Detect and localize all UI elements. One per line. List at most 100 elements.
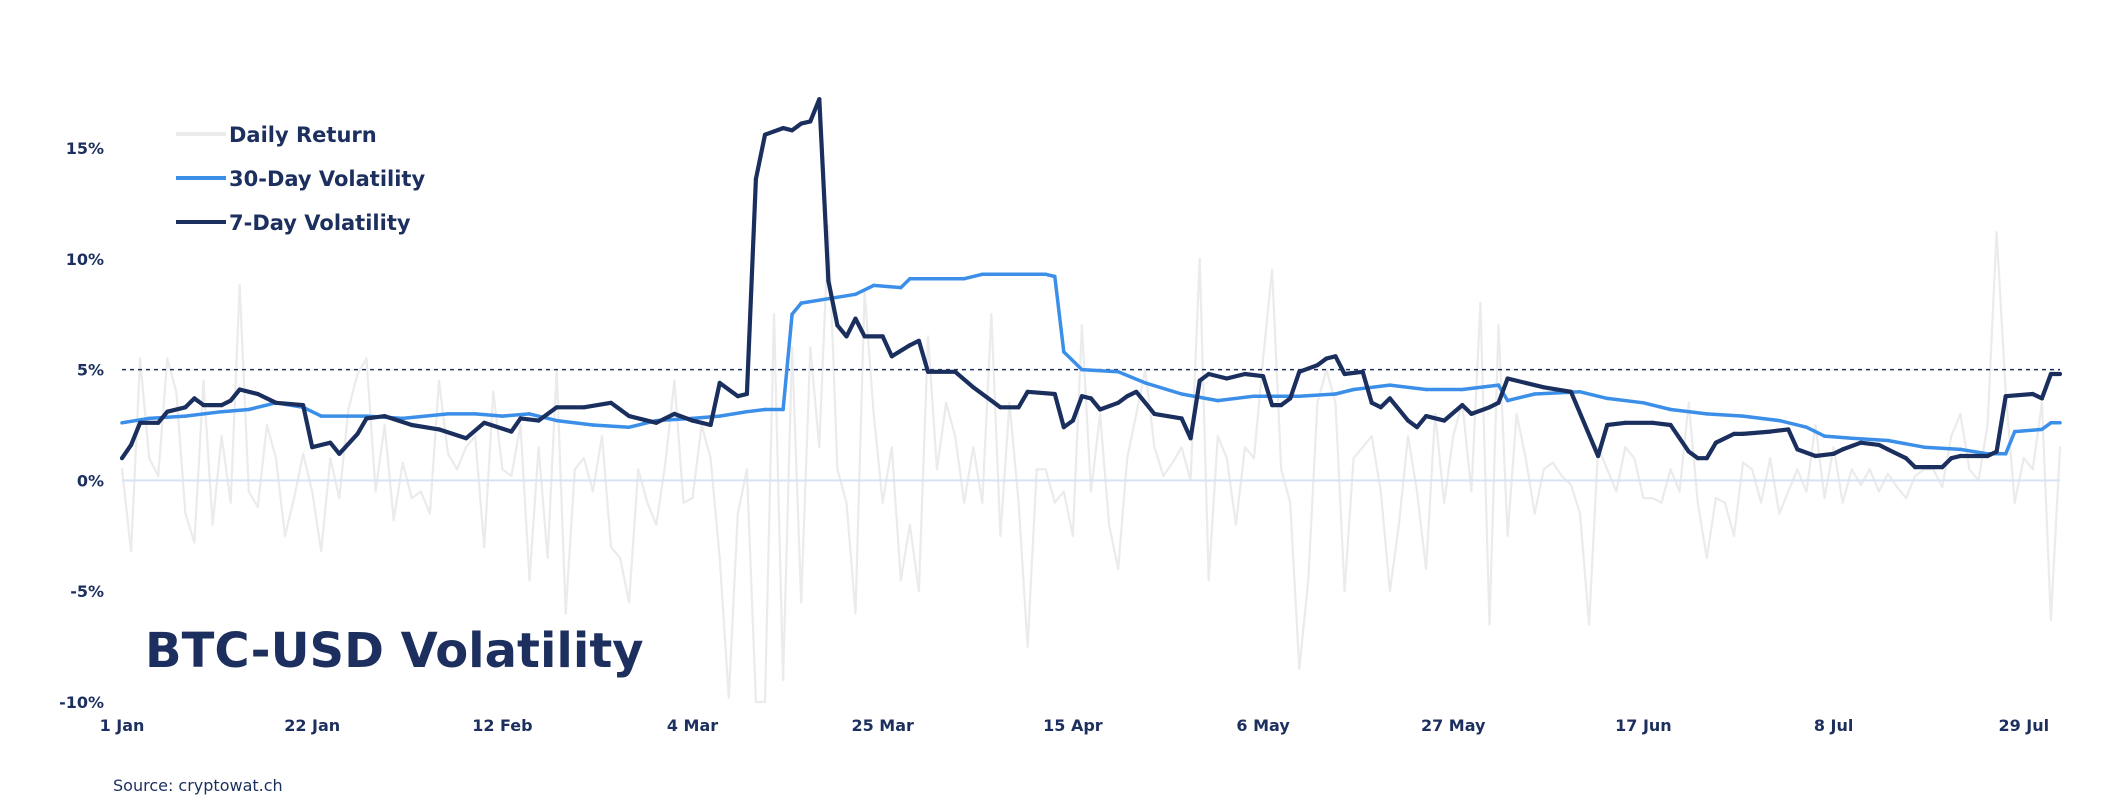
vol7-segment — [301, 403, 315, 450]
vol30-segment — [1080, 367, 1120, 374]
daily-return-segment — [1334, 401, 1346, 593]
daily-return-segment — [528, 446, 540, 582]
daily-return-segment — [772, 313, 785, 681]
daily-return-segment — [446, 452, 459, 471]
daily-return-segment — [519, 423, 531, 582]
daily-return-segment — [1904, 474, 1917, 500]
vol30-segment — [1958, 447, 1990, 456]
daily-return-segment — [1578, 512, 1591, 626]
daily-return-segment — [247, 490, 259, 509]
daily-return-segment — [854, 290, 866, 615]
vol7-segment — [1242, 371, 1266, 379]
vol7-segment — [1768, 427, 1791, 434]
daily-return-segment — [1805, 423, 1817, 493]
vol7-segment — [518, 416, 541, 423]
vol7-segment — [835, 323, 849, 339]
vol30-segment — [1578, 390, 1609, 401]
vol7-segment — [971, 385, 1003, 410]
vol30-segment — [1333, 387, 1356, 396]
daily-return-segment — [546, 368, 558, 560]
vol7-segment — [409, 422, 442, 432]
daily-return-segment — [1714, 497, 1727, 504]
daily-return-segment — [745, 468, 758, 704]
daily-return-segment — [1062, 490, 1075, 537]
daily-return-segment — [1352, 446, 1364, 460]
daily-return-segment — [1153, 446, 1165, 478]
daily-return-segment — [1723, 501, 1736, 537]
daily-return-segment — [1135, 368, 1147, 415]
daily-return-segment — [836, 468, 848, 504]
daily-return-segment — [148, 457, 160, 478]
vol7-segment — [1333, 354, 1347, 377]
daily-return-segment — [1506, 412, 1518, 537]
vol7-segment — [581, 400, 614, 410]
daily-return-segment — [2040, 401, 2052, 622]
vol30-segment — [1922, 445, 1963, 452]
daily-return-segment — [1660, 468, 1672, 504]
daily-return-segment — [1633, 457, 1645, 500]
legend-daily-return-label: Daily Return — [229, 123, 377, 147]
vol30-segment — [853, 283, 876, 297]
vol7-segment — [672, 411, 695, 423]
vol7-segment — [1088, 396, 1103, 412]
vol7-segment — [1152, 411, 1184, 421]
vol7-segment — [1423, 414, 1447, 423]
daily-return-segment — [130, 357, 142, 553]
vol7-segment — [1469, 405, 1492, 416]
vol30-segment — [1641, 401, 1673, 412]
vol7-segment — [228, 387, 242, 403]
daily-return-segment — [673, 379, 685, 504]
daily-return-segment — [863, 290, 875, 415]
source-note: Source: cryptowat.ch — [113, 776, 283, 795]
vol7-segment — [2003, 391, 2035, 399]
daily-return-segment — [1950, 412, 1962, 438]
vol7-segment — [844, 316, 858, 339]
daily-return-segment — [1986, 231, 1998, 427]
vol30-segment — [1849, 436, 1890, 443]
daily-return-segment — [1932, 468, 1944, 489]
y-tick-label: -5% — [70, 582, 104, 601]
vol7-segment — [953, 369, 976, 390]
vol7-segment — [753, 132, 768, 182]
daily-return-segment — [827, 224, 839, 471]
vol7-segment — [1786, 427, 1800, 452]
y-tick-label: -10% — [59, 693, 104, 712]
daily-return-segment — [600, 435, 613, 549]
x-tick-label: 27 May — [1421, 716, 1486, 735]
vol7-segment — [355, 416, 369, 436]
vol7-segment — [1740, 429, 1773, 436]
daily-return-segment — [1080, 324, 1093, 493]
daily-return-segment — [1424, 412, 1437, 571]
vol7-segment — [1994, 394, 2008, 454]
vol7-segment — [337, 431, 360, 456]
daily-return-segment — [899, 523, 912, 582]
vol7-segment — [328, 440, 342, 456]
vol30-segment — [1822, 434, 1854, 441]
vol7-segment — [1134, 389, 1157, 416]
daily-return-segment — [202, 379, 214, 526]
vol7-segment — [1460, 403, 1474, 416]
vol7-segment — [880, 334, 894, 359]
daily-return-segment — [419, 490, 431, 515]
daily-return-segment — [329, 457, 341, 500]
vol7-segment — [1360, 369, 1374, 405]
vol30-segment — [120, 416, 151, 425]
daily-return-segment — [1524, 457, 1536, 515]
daily-return-segment — [655, 461, 667, 526]
daily-return-segment — [265, 423, 278, 460]
vol30-segment — [1605, 396, 1646, 405]
daily-return-segment — [999, 401, 1011, 537]
vol7-segment — [1288, 369, 1302, 401]
daily-return-segment — [881, 446, 893, 504]
daily-return-segment — [238, 284, 250, 493]
daily-return-segment — [1207, 435, 1219, 582]
daily-return-segment — [1098, 412, 1111, 526]
daily-return-segment — [1379, 490, 1392, 593]
daily-return-segment — [781, 346, 794, 681]
daily-return-segment — [1778, 490, 1790, 515]
daily-return-segment — [1587, 446, 1600, 626]
vol7-segment — [1840, 440, 1863, 452]
daily-return-segment — [184, 512, 196, 544]
vol7-segment — [1378, 396, 1393, 410]
daily-return-segment — [2049, 446, 2062, 622]
